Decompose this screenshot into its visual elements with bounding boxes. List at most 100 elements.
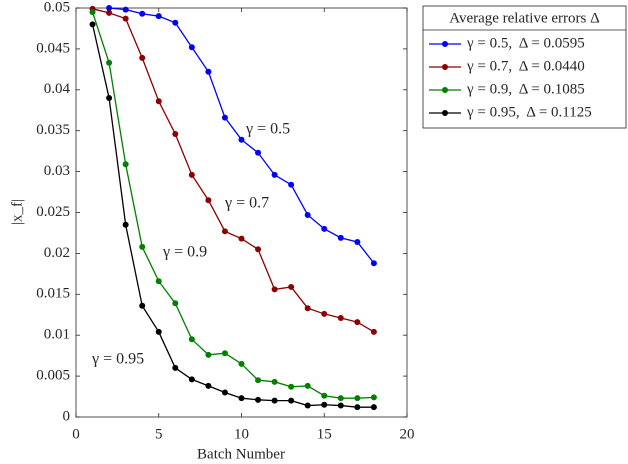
series-line [92, 8, 375, 333]
x-tick-label: 5 [155, 426, 163, 442]
data-point [155, 98, 162, 105]
data-point [155, 278, 162, 285]
data-point [155, 328, 162, 335]
data-point [354, 238, 361, 245]
data-point [106, 59, 113, 66]
data-point [304, 382, 311, 389]
y-tick-label: 0.045 [36, 40, 70, 56]
x-tick-label: 10 [234, 426, 249, 442]
data-point [321, 401, 328, 408]
annotation: γ = 0.7 [224, 195, 269, 212]
data-point [304, 402, 311, 409]
legend-title: Average relative errors Δ [449, 10, 600, 26]
data-point [106, 94, 113, 101]
legend-label: γ = 0.5, Δ = 0.0595 [466, 35, 585, 51]
data-point [271, 397, 278, 404]
legend-label: γ = 0.95, Δ = 0.1125 [466, 104, 592, 120]
data-point [205, 197, 212, 204]
legend-label: γ = 0.7, Δ = 0.0440 [466, 58, 585, 74]
data-point [288, 397, 295, 404]
y-tick-label: 0.05 [44, 0, 70, 15]
data-point [221, 114, 228, 121]
legend-marker [442, 110, 448, 116]
data-point [321, 310, 328, 317]
data-point [304, 305, 311, 312]
data-point [172, 130, 179, 137]
data-point [354, 319, 361, 326]
data-point [139, 243, 146, 250]
data-point [271, 378, 278, 385]
data-point [354, 395, 361, 402]
annotation: γ = 0.9 [162, 244, 207, 261]
data-point [155, 13, 162, 20]
data-point [139, 54, 146, 61]
data-point [205, 68, 212, 75]
legend-label: γ = 0.9, Δ = 0.1085 [466, 81, 585, 97]
data-point [255, 149, 262, 156]
data-point [238, 395, 245, 402]
data-point [337, 234, 344, 241]
annotation: γ = 0.95 [91, 351, 144, 368]
data-point [288, 283, 295, 290]
y-tick-label: 0.005 [36, 368, 70, 384]
data-point [370, 404, 377, 411]
data-point [139, 10, 146, 17]
y-tick-label: 0.015 [36, 286, 70, 302]
data-point [288, 383, 295, 390]
data-point [337, 395, 344, 402]
data-point [188, 336, 195, 343]
data-point [370, 394, 377, 401]
data-point [288, 181, 295, 188]
data-point [221, 350, 228, 357]
data-point [370, 328, 377, 335]
series-line [109, 7, 375, 264]
data-point [221, 228, 228, 235]
data-point [370, 260, 377, 267]
data-point [188, 44, 195, 51]
data-point [255, 396, 262, 403]
data-point [304, 211, 311, 218]
y-tick-label: 0.03 [44, 163, 70, 179]
data-point [122, 6, 129, 13]
data-point [238, 136, 245, 143]
x-tick-label: 0 [72, 426, 80, 442]
data-point [354, 404, 361, 411]
y-tick-label: 0.01 [44, 327, 70, 343]
data-point [321, 392, 328, 399]
data-point [205, 382, 212, 389]
y-axis-label: |x_f| [9, 199, 25, 225]
legend-marker [442, 87, 448, 93]
data-point [337, 402, 344, 409]
data-point [238, 360, 245, 367]
data-point [255, 246, 262, 253]
x-tick-label: 20 [400, 426, 415, 442]
data-point [172, 300, 179, 307]
data-point [337, 315, 344, 322]
data-point [122, 161, 129, 168]
data-point [271, 286, 278, 293]
data-point [122, 15, 129, 22]
data-point [122, 221, 129, 228]
data-point [271, 171, 278, 178]
y-tick-label: 0.035 [36, 122, 70, 138]
data-point [89, 9, 96, 16]
data-point [172, 364, 179, 371]
legend-marker [442, 41, 448, 47]
y-tick-label: 0.04 [44, 81, 71, 97]
data-point [139, 302, 146, 309]
annotation: γ = 0.5 [245, 121, 290, 138]
x-tick-label: 15 [317, 426, 332, 442]
y-tick-label: 0.025 [36, 204, 70, 220]
x-axis-label: Batch Number [197, 446, 285, 462]
data-point [188, 376, 195, 383]
data-point [321, 225, 328, 232]
legend-marker [442, 64, 448, 70]
data-point [172, 19, 179, 26]
data-point [188, 171, 195, 178]
data-point [221, 389, 228, 396]
y-tick-label: 0 [63, 408, 71, 424]
data-point [106, 9, 113, 16]
y-tick-label: 0.02 [44, 245, 70, 261]
data-point [205, 351, 212, 358]
